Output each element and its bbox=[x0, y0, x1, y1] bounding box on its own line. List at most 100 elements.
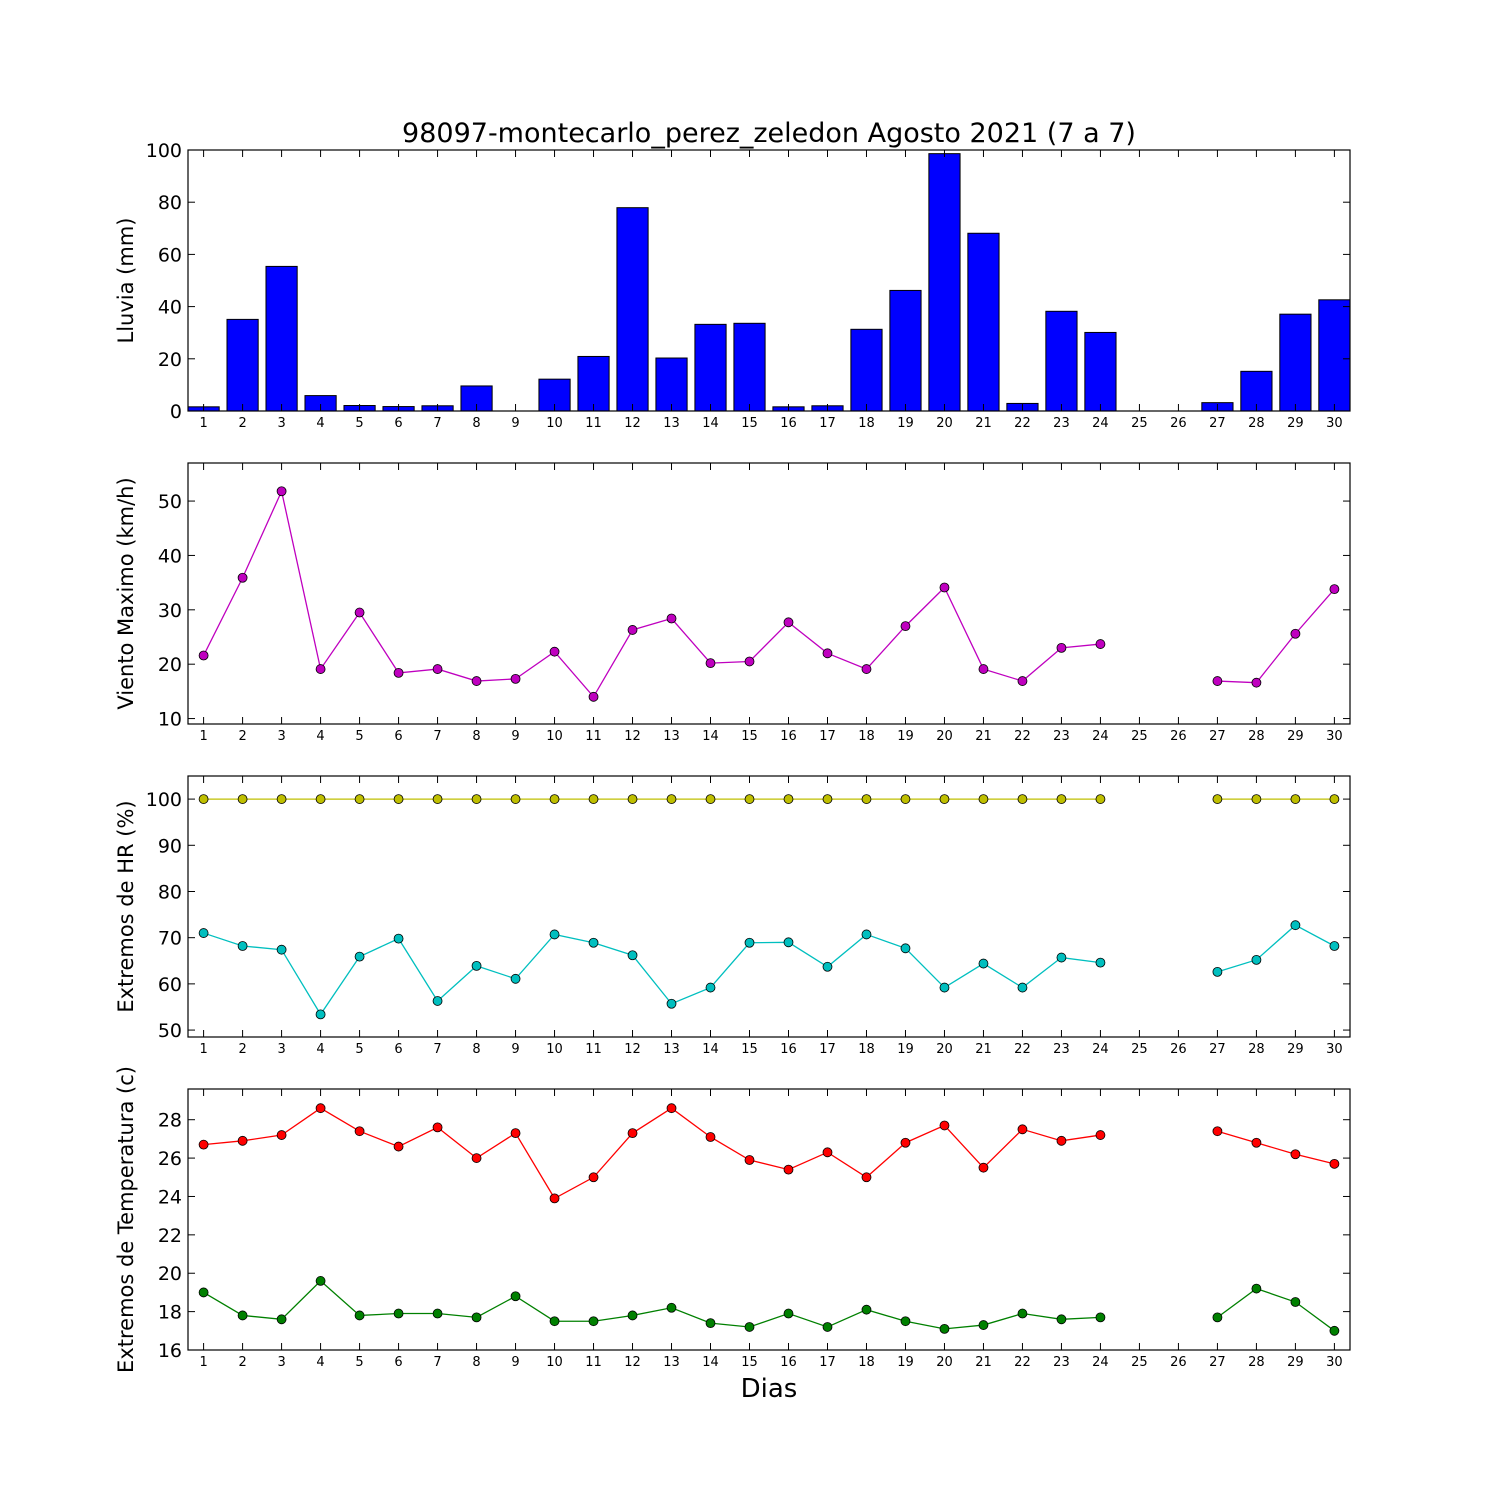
x-tick-label: 23 bbox=[1053, 1042, 1070, 1057]
bar-day-20 bbox=[928, 153, 961, 412]
min-humidity-series-point-day-10 bbox=[549, 929, 560, 940]
max-humidity-series-point-day-14 bbox=[705, 794, 716, 804]
max-temperature-series-point-day-8 bbox=[471, 1153, 482, 1163]
x-tick-label: 30 bbox=[1326, 416, 1343, 431]
max-temperature-series-point-day-6 bbox=[393, 1141, 404, 1152]
x-tick-label: 10 bbox=[546, 416, 563, 431]
min-humidity-series-point-day-16 bbox=[783, 937, 794, 948]
max-temperature-series-point-day-12 bbox=[627, 1128, 638, 1139]
x-tick-label: 2 bbox=[238, 416, 246, 431]
x-tick-label: 14 bbox=[702, 729, 719, 744]
x-tick-label: 13 bbox=[663, 1355, 680, 1370]
min-humidity-series-point-day-9 bbox=[510, 973, 521, 984]
bar-day-30 bbox=[1318, 299, 1351, 412]
x-tick-label: 14 bbox=[702, 1355, 719, 1370]
x-tick-label: 16 bbox=[780, 416, 797, 431]
min-humidity-series-point-day-2 bbox=[237, 941, 248, 951]
x-tick-label: 12 bbox=[624, 416, 641, 431]
max-humidity-series-point-day-12 bbox=[627, 794, 638, 804]
x-tick-label: 1 bbox=[199, 1042, 207, 1057]
y-tick-label: 26 bbox=[158, 1148, 182, 1170]
min-temperature-series-point-day-19 bbox=[900, 1316, 911, 1327]
y-tick-label: 70 bbox=[158, 928, 182, 950]
y-tick-label: 0 bbox=[170, 401, 182, 423]
max-wind-series-point-day-15 bbox=[744, 656, 755, 667]
max-temperature-series-point-day-5 bbox=[354, 1126, 365, 1137]
x-tick-label: 11 bbox=[585, 416, 602, 431]
min-temperature-series-line bbox=[203, 1280, 1101, 1330]
x-tick-label: 19 bbox=[897, 729, 914, 744]
max-humidity-series-point-day-28 bbox=[1251, 794, 1262, 804]
max-wind-series-point-day-14 bbox=[705, 658, 716, 668]
x-tick-label: 25 bbox=[1131, 416, 1148, 431]
x-tick-label: 11 bbox=[585, 729, 602, 744]
plot-frame bbox=[187, 775, 1351, 1038]
x-tick-label: 3 bbox=[277, 729, 285, 744]
x-tick-label: 18 bbox=[858, 1042, 875, 1057]
y-tick-label: 100 bbox=[146, 789, 182, 811]
max-temperature-series-point-day-2 bbox=[237, 1135, 248, 1146]
y-tick-label: 16 bbox=[158, 1340, 182, 1362]
x-tick-label: 21 bbox=[975, 1042, 992, 1057]
x-tick-label: 1 bbox=[199, 729, 207, 744]
max-humidity-series-point-day-9 bbox=[510, 794, 521, 804]
plot-frame bbox=[187, 462, 1351, 725]
max-humidity-series-point-day-17 bbox=[822, 794, 833, 804]
min-humidity-series-point-day-13 bbox=[666, 998, 677, 1009]
max-humidity-series-point-day-10 bbox=[549, 794, 560, 804]
x-tick-label: 13 bbox=[663, 416, 680, 431]
y-tick-label: 20 bbox=[158, 1263, 182, 1285]
min-humidity-series-point-day-12 bbox=[627, 950, 638, 961]
x-tick-label: 24 bbox=[1092, 1355, 1109, 1370]
x-tick-label: 16 bbox=[780, 729, 797, 744]
x-tick-label: 23 bbox=[1053, 729, 1070, 744]
plot-frame bbox=[187, 149, 1351, 412]
max-humidity-series-point-day-18 bbox=[861, 794, 872, 804]
max-wind-series-point-day-17 bbox=[822, 648, 833, 659]
x-tick-label: 29 bbox=[1287, 416, 1304, 431]
max-temperature-series-point-day-27 bbox=[1212, 1126, 1223, 1137]
x-tick-label: 17 bbox=[819, 1042, 836, 1057]
min-humidity-series-point-day-21 bbox=[978, 958, 989, 969]
y-tick-label: 20 bbox=[158, 349, 182, 371]
x-tick-label: 29 bbox=[1287, 1355, 1304, 1370]
max-humidity-series-point-day-23 bbox=[1056, 794, 1067, 804]
min-humidity-series-line bbox=[1217, 924, 1335, 973]
max-wind-series-line bbox=[203, 489, 1101, 698]
x-tick-label: 19 bbox=[897, 416, 914, 431]
x-tick-label: 9 bbox=[511, 1355, 519, 1370]
max-wind-series-point-day-7 bbox=[432, 664, 443, 674]
x-tick-label: 8 bbox=[472, 1355, 480, 1370]
x-tick-label: 7 bbox=[433, 1042, 441, 1057]
max-temperature-series-point-day-16 bbox=[783, 1164, 794, 1175]
x-tick-label: 6 bbox=[394, 729, 402, 744]
min-humidity-series-line bbox=[203, 932, 1101, 1016]
max-humidity-series-point-day-8 bbox=[471, 794, 482, 804]
min-temperature-series-point-day-13 bbox=[666, 1302, 677, 1313]
x-tick-label: 18 bbox=[858, 729, 875, 744]
bar-day-3 bbox=[265, 265, 298, 412]
min-humidity-series-point-day-22 bbox=[1017, 982, 1028, 993]
x-tick-label: 26 bbox=[1170, 1355, 1187, 1370]
max-temperature-series-point-day-20 bbox=[939, 1120, 950, 1131]
x-tick-label: 23 bbox=[1053, 1355, 1070, 1370]
max-wind-series-point-day-29 bbox=[1290, 628, 1301, 639]
y-tick-label: 28 bbox=[158, 1110, 182, 1132]
max-humidity-series-point-day-13 bbox=[666, 794, 677, 804]
x-tick-label: 28 bbox=[1248, 416, 1265, 431]
x-tick-label: 18 bbox=[858, 1355, 875, 1370]
x-tick-label: 6 bbox=[394, 416, 402, 431]
x-tick-label: 22 bbox=[1014, 1042, 1031, 1057]
max-humidity-series-point-day-5 bbox=[354, 794, 365, 804]
y-tick-label: 100 bbox=[146, 140, 182, 162]
min-temperature-series-point-day-1 bbox=[198, 1287, 209, 1298]
y-axis-label: Extremos de Temperatura (c) bbox=[114, 1066, 138, 1373]
max-humidity-series-point-day-19 bbox=[900, 794, 911, 804]
min-temperature-series-point-day-23 bbox=[1056, 1314, 1067, 1325]
x-tick-label: 6 bbox=[394, 1042, 402, 1057]
min-temperature-series-point-day-5 bbox=[354, 1310, 365, 1321]
max-wind-series-point-day-23 bbox=[1056, 642, 1067, 653]
max-humidity-series-point-day-6 bbox=[393, 794, 404, 804]
